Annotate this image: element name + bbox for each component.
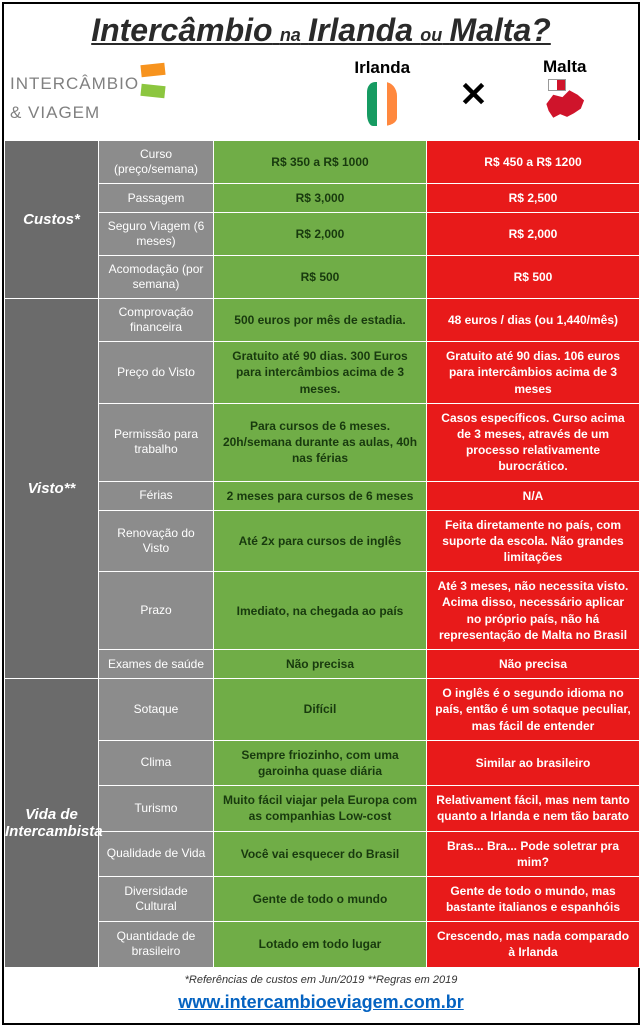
footnotes: *Referências de custos em Jun/2019 **Reg… bbox=[4, 968, 638, 988]
table-row: Preço do VistoGratuito até 90 dias. 300 … bbox=[5, 342, 640, 404]
ireland-value: Muito fácil viajar pela Europa com as co… bbox=[214, 786, 427, 831]
malta-value: Crescendo, mas nada comparado à Irlanda bbox=[427, 922, 640, 967]
malta-value: Bras... Bra... Pode soletrar pra mim? bbox=[427, 831, 640, 876]
ireland-value: Até 2x para cursos de inglês bbox=[214, 510, 427, 572]
brand-logo: INTERCÂMBIO & VIAGEM bbox=[4, 62, 179, 126]
ireland-flag-icon bbox=[367, 82, 397, 126]
table-row: PrazoImediato, na chegada ao paísAté 3 m… bbox=[5, 572, 640, 650]
malta-value: 48 euros / dias (ou 1,440/mês) bbox=[427, 299, 640, 342]
section-label: Custos* bbox=[5, 141, 99, 299]
ireland-value: R$ 2,000 bbox=[214, 213, 427, 256]
malta-map-icon bbox=[542, 81, 588, 127]
ireland-value: Não precisa bbox=[214, 650, 427, 679]
ireland-value: 500 euros por mês de estadia. bbox=[214, 299, 427, 342]
attribute-label: Sotaque bbox=[99, 679, 214, 741]
title-word-3: Irlanda bbox=[308, 12, 413, 48]
table-row: Renovação do VistoAté 2x para cursos de … bbox=[5, 510, 640, 572]
malta-value: Gente de todo o mundo, mas bastante ital… bbox=[427, 876, 640, 921]
attribute-label: Comprovação financeira bbox=[99, 299, 214, 342]
header-row: INTERCÂMBIO & VIAGEM Irlanda ✕ Malta bbox=[4, 53, 638, 140]
attribute-label: Exames de saúde bbox=[99, 650, 214, 679]
attribute-label: Acomodação (por semana) bbox=[99, 256, 214, 299]
malta-value: Similar ao brasileiro bbox=[427, 740, 640, 785]
ireland-value: R$ 500 bbox=[214, 256, 427, 299]
ireland-label: Irlanda bbox=[309, 58, 456, 78]
table-row: Custos*Curso (preço/semana)R$ 350 a R$ 1… bbox=[5, 141, 640, 184]
ireland-value: Difícil bbox=[214, 679, 427, 741]
ireland-value: Você vai esquecer do Brasil bbox=[214, 831, 427, 876]
ireland-value: R$ 350 a R$ 1000 bbox=[214, 141, 427, 184]
malta-value: R$ 2,000 bbox=[427, 213, 640, 256]
ireland-value: Imediato, na chegada ao país bbox=[214, 572, 427, 650]
title-word-4: ou bbox=[420, 25, 442, 45]
website-url: www.intercambioeviagem.com.br bbox=[4, 988, 638, 1023]
attribute-label: Clima bbox=[99, 740, 214, 785]
malta-value: O inglês é o segundo idioma no país, ent… bbox=[427, 679, 640, 741]
malta-header: Malta bbox=[492, 57, 639, 132]
attribute-label: Curso (preço/semana) bbox=[99, 141, 214, 184]
ireland-value: Gente de todo o mundo bbox=[214, 876, 427, 921]
attribute-label: Permissão para trabalho bbox=[99, 403, 214, 481]
logo-line1: INTERCÂMBIO bbox=[10, 66, 173, 103]
attribute-label: Seguro Viagem (6 meses) bbox=[99, 213, 214, 256]
attribute-label: Preço do Visto bbox=[99, 342, 214, 404]
title-word-2: na bbox=[280, 25, 301, 45]
ireland-value: Gratuito até 90 dias. 300 Euros para int… bbox=[214, 342, 427, 404]
attribute-label: Turismo bbox=[99, 786, 214, 831]
title-word-5: Malta? bbox=[449, 12, 550, 48]
table-row: Exames de saúdeNão precisaNão precisa bbox=[5, 650, 640, 679]
website-link[interactable]: www.intercambioeviagem.com.br bbox=[178, 992, 463, 1012]
attribute-label: Renovação do Visto bbox=[99, 510, 214, 572]
title-word-1: Intercâmbio bbox=[91, 12, 272, 48]
ireland-header: Irlanda bbox=[309, 58, 456, 131]
table-row: ClimaSempre friozinho, com uma garoinha … bbox=[5, 740, 640, 785]
malta-label: Malta bbox=[492, 57, 639, 77]
malta-value: R$ 450 a R$ 1200 bbox=[427, 141, 640, 184]
ireland-value: Sempre friozinho, com uma garoinha quase… bbox=[214, 740, 427, 785]
malta-value: R$ 500 bbox=[427, 256, 640, 299]
malta-value: N/A bbox=[427, 481, 640, 510]
ireland-value: 2 meses para cursos de 6 meses bbox=[214, 481, 427, 510]
attribute-label: Quantidade de brasileiro bbox=[99, 922, 214, 967]
ireland-value: Para cursos de 6 meses. 20h/semana duran… bbox=[214, 403, 427, 481]
malta-value: Feita diretamente no país, com suporte d… bbox=[427, 510, 640, 572]
table-row: Diversidade CulturalGente de todo o mund… bbox=[5, 876, 640, 921]
malta-value: Não precisa bbox=[427, 650, 640, 679]
table-row: Acomodação (por semana)R$ 500R$ 500 bbox=[5, 256, 640, 299]
table-row: Férias2 meses para cursos de 6 mesesN/A bbox=[5, 481, 640, 510]
table-row: Seguro Viagem (6 meses)R$ 2,000R$ 2,000 bbox=[5, 213, 640, 256]
table-row: Permissão para trabalhoPara cursos de 6 … bbox=[5, 403, 640, 481]
malta-value: Relativament fácil, mas nem tanto quanto… bbox=[427, 786, 640, 831]
malta-value: Até 3 meses, não necessita visto. Acima … bbox=[427, 572, 640, 650]
malta-flag-icon bbox=[548, 79, 566, 91]
infographic-container: Intercâmbio na Irlanda ou Malta? INTERCÂ… bbox=[2, 2, 640, 1025]
logo-line2: & VIAGEM bbox=[10, 104, 173, 123]
attribute-label: Qualidade de Vida bbox=[99, 831, 214, 876]
versus-x-icon: ✕ bbox=[456, 75, 492, 115]
malta-value: Casos específicos. Curso acima de 3 mese… bbox=[427, 403, 640, 481]
comparison-table: Custos*Curso (preço/semana)R$ 350 a R$ 1… bbox=[4, 140, 640, 968]
section-label: Visto** bbox=[5, 299, 99, 679]
malta-value: R$ 2,500 bbox=[427, 184, 640, 213]
attribute-label: Diversidade Cultural bbox=[99, 876, 214, 921]
attribute-label: Férias bbox=[99, 481, 214, 510]
table-row: Visto**Comprovação financeira500 euros p… bbox=[5, 299, 640, 342]
ireland-value: Lotado em todo lugar bbox=[214, 922, 427, 967]
logo-sign-icon bbox=[141, 66, 165, 103]
table-row: Quantidade de brasileiroLotado em todo l… bbox=[5, 922, 640, 967]
malta-value: Gratuito até 90 dias. 106 euros para int… bbox=[427, 342, 640, 404]
table-row: PassagemR$ 3,000R$ 2,500 bbox=[5, 184, 640, 213]
page-title: Intercâmbio na Irlanda ou Malta? bbox=[4, 4, 638, 53]
attribute-label: Prazo bbox=[99, 572, 214, 650]
ireland-value: R$ 3,000 bbox=[214, 184, 427, 213]
section-label: Vida de Intercambista bbox=[5, 679, 99, 967]
attribute-label: Passagem bbox=[99, 184, 214, 213]
table-row: Vida de IntercambistaSotaqueDifícilO ing… bbox=[5, 679, 640, 741]
